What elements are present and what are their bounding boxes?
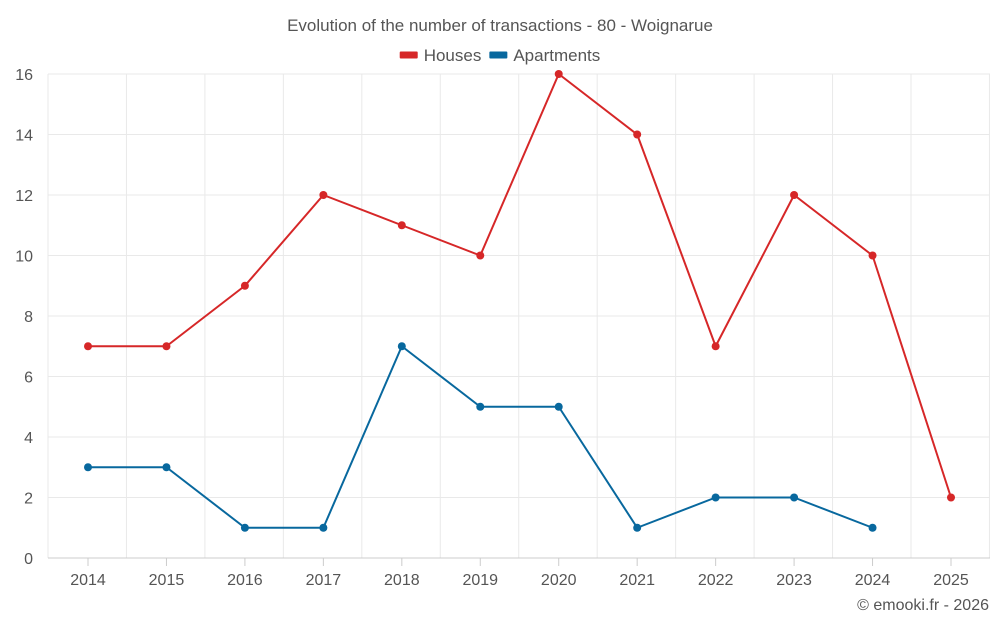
x-tick-label: 2016 bbox=[227, 572, 263, 589]
houses-data-point[interactable] bbox=[397, 221, 406, 230]
houses-data-point[interactable] bbox=[711, 342, 720, 351]
legend-swatch-houses bbox=[399, 51, 418, 59]
x-tick-label: 2021 bbox=[619, 572, 655, 589]
x-tick-label: 2024 bbox=[855, 572, 891, 589]
apartments-data-point[interactable] bbox=[868, 523, 877, 532]
y-tick-label: 2 bbox=[24, 491, 33, 508]
apartments-data-point[interactable] bbox=[162, 463, 171, 472]
apartments-data-point[interactable] bbox=[240, 523, 249, 532]
series-group bbox=[84, 70, 955, 532]
x-tick-label: 2019 bbox=[462, 572, 498, 589]
houses-data-point[interactable] bbox=[790, 191, 799, 199]
legend-label-apartments: Apartments bbox=[513, 46, 600, 65]
x-tick-label: 2018 bbox=[384, 572, 420, 589]
houses-data-point[interactable] bbox=[476, 251, 485, 260]
y-tick-label: 14 bbox=[15, 128, 33, 145]
x-tick-label: 2017 bbox=[306, 572, 342, 589]
chart-title: Evolution of the number of transactions … bbox=[287, 16, 713, 35]
y-tick-label: 10 bbox=[15, 249, 33, 266]
y-axis: 0 2 4 6 8 10 12 14 16 bbox=[15, 67, 33, 568]
legend: Houses Apartments bbox=[399, 46, 600, 65]
apartments-data-point[interactable] bbox=[633, 523, 642, 532]
x-tick-label: 2022 bbox=[698, 572, 734, 589]
houses-series-line bbox=[88, 73, 952, 498]
y-tick-label: 6 bbox=[24, 370, 33, 387]
apartments-data-point[interactable] bbox=[397, 342, 406, 351]
y-tick-label: 8 bbox=[24, 309, 33, 326]
houses-data-point[interactable] bbox=[554, 70, 563, 78]
apartments-data-point[interactable] bbox=[711, 493, 720, 502]
legend-item-houses[interactable]: Houses bbox=[399, 46, 482, 65]
apartments-data-point[interactable] bbox=[84, 463, 92, 472]
legend-label-houses: Houses bbox=[424, 46, 482, 65]
houses-data-point[interactable] bbox=[868, 251, 877, 260]
x-tick-label: 2015 bbox=[149, 572, 185, 589]
apartments-data-point[interactable] bbox=[554, 402, 563, 411]
houses-data-point[interactable] bbox=[319, 191, 328, 199]
chart-credit: © emooki.fr - 2026 bbox=[857, 597, 989, 614]
legend-swatch-apartments bbox=[489, 51, 508, 59]
gridlines bbox=[47, 73, 990, 558]
y-tick-label: 12 bbox=[15, 188, 33, 205]
x-axis: 2014 2015 2016 2017 2018 2019 2020 2021 2022 2023… bbox=[48, 557, 990, 589]
x-tick-label: 2014 bbox=[70, 572, 106, 589]
x-tick-label: 2020 bbox=[541, 572, 577, 589]
apartments-data-point[interactable] bbox=[476, 402, 485, 411]
houses-data-point[interactable] bbox=[162, 342, 171, 351]
y-tick-label: 0 bbox=[24, 551, 33, 568]
y-tick-label: 16 bbox=[15, 67, 33, 84]
apartments-data-point[interactable] bbox=[319, 523, 328, 532]
x-tick-label: 2023 bbox=[776, 572, 812, 589]
houses-data-point[interactable] bbox=[947, 493, 955, 502]
legend-item-apartments[interactable]: Apartments bbox=[489, 46, 600, 65]
houses-data-point[interactable] bbox=[240, 281, 249, 290]
y-tick-label: 4 bbox=[24, 430, 33, 447]
apartments-data-point[interactable] bbox=[790, 493, 799, 502]
houses-data-point[interactable] bbox=[84, 342, 92, 351]
x-tick-label: 2025 bbox=[933, 572, 969, 589]
houses-data-point[interactable] bbox=[633, 130, 642, 139]
